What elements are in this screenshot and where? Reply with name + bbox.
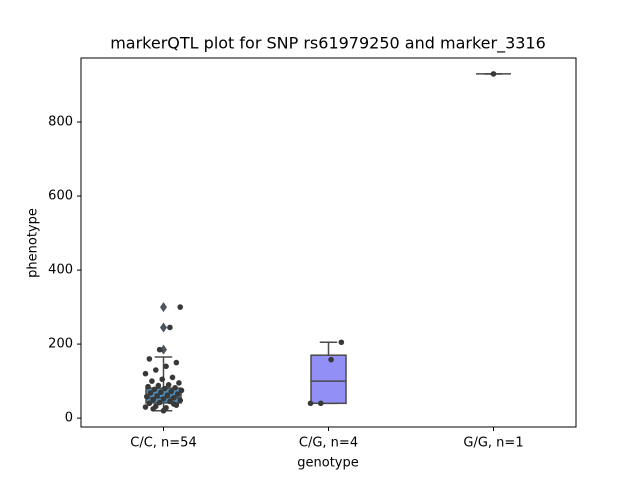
data-point — [156, 346, 163, 353]
data-point — [160, 396, 167, 402]
data-point — [159, 376, 166, 383]
y-tick-label: 800 — [48, 115, 73, 130]
data-point — [165, 382, 172, 388]
x-axis-label: genotype — [297, 456, 358, 471]
data-point — [145, 383, 151, 390]
data-point — [167, 324, 173, 331]
data-point — [149, 378, 155, 384]
data-point — [147, 390, 154, 396]
data-point — [163, 363, 169, 370]
data-point — [155, 382, 162, 389]
y-tick-label: 600 — [48, 189, 73, 204]
data-point — [150, 406, 157, 412]
data-point — [168, 388, 175, 395]
x-tick-label: G/G, n=1 — [463, 436, 523, 451]
data-point — [170, 401, 177, 407]
data-point — [143, 393, 150, 400]
data-point — [146, 356, 153, 362]
data-point — [307, 400, 314, 407]
data-point — [173, 359, 180, 366]
y-axis-label: phenotype — [26, 208, 41, 278]
data-point — [150, 396, 157, 403]
data-point — [338, 339, 345, 346]
data-point — [154, 393, 160, 399]
data-point — [160, 407, 167, 414]
y-tick-label: 200 — [48, 337, 73, 352]
outlier — [160, 344, 167, 355]
y-tick-label: 400 — [48, 263, 73, 278]
data-point — [164, 392, 171, 398]
data-point — [317, 400, 324, 407]
outlier — [160, 322, 167, 333]
data-point — [328, 356, 334, 363]
chart-title: markerQTL plot for SNP rs61979250 and ma… — [110, 34, 546, 54]
data-point — [177, 304, 184, 310]
data-point — [170, 394, 177, 401]
data-point — [490, 71, 497, 77]
x-tick-label: C/C, n=54 — [130, 436, 196, 451]
x-tick-label: C/G, n=4 — [299, 436, 358, 451]
data-point — [146, 400, 153, 407]
data-point — [142, 404, 149, 410]
data-point — [177, 397, 184, 404]
data-point — [161, 385, 168, 392]
data-point — [142, 370, 149, 377]
data-point — [158, 389, 164, 396]
y-tick-label: 0 — [65, 411, 73, 426]
outlier — [160, 302, 167, 313]
data-point — [174, 391, 181, 397]
data-point — [156, 399, 163, 406]
data-point — [178, 387, 185, 394]
data-point — [152, 367, 159, 373]
data-point — [169, 374, 176, 381]
data-point — [151, 386, 158, 393]
data-point — [172, 384, 178, 391]
box — [310, 354, 347, 405]
data-point — [176, 380, 182, 386]
